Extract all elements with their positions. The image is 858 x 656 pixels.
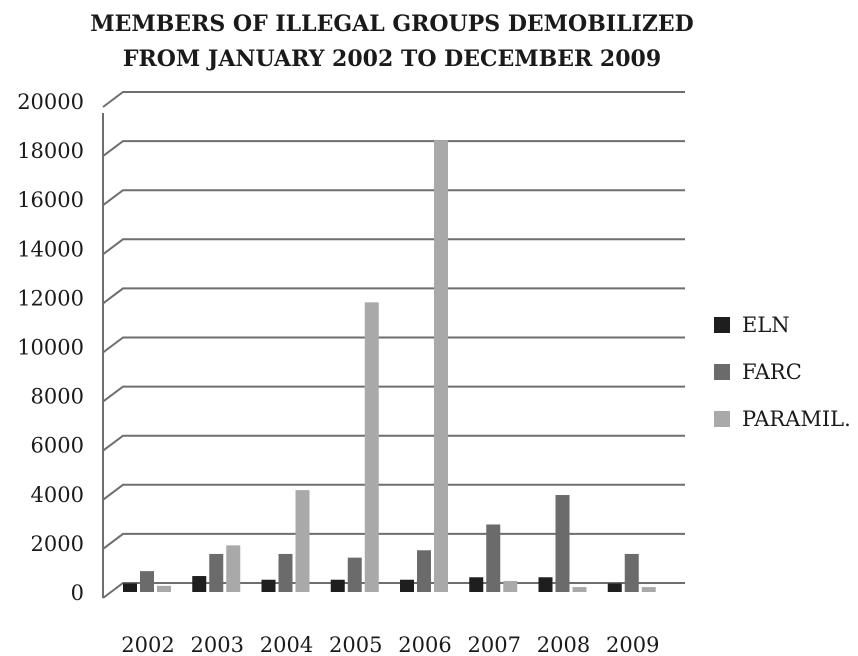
gridline-14000 bbox=[102, 238, 685, 256]
y-tick-label-0: 0 bbox=[71, 581, 84, 605]
legend: ELN FARC PARAMIL. bbox=[714, 313, 851, 431]
bar-eln-2004 bbox=[261, 579, 276, 592]
x-tick-label-2002: 2002 bbox=[121, 633, 174, 656]
gridline-16000 bbox=[102, 189, 685, 206]
gridline-2000 bbox=[102, 532, 685, 550]
x-tick-label-2005: 2005 bbox=[329, 633, 382, 656]
y-tick-label-6000: 6000 bbox=[31, 434, 84, 458]
bar-farc-2006 bbox=[417, 550, 431, 592]
y-tick-label-4000: 4000 bbox=[31, 483, 84, 507]
bar-farc-2009 bbox=[624, 553, 639, 592]
legend-label-eln: ELN bbox=[742, 313, 790, 337]
bar-farc-2005 bbox=[347, 557, 362, 592]
x-tick-label-2004: 2004 bbox=[260, 633, 313, 656]
legend-label-paramil: PARAMIL. bbox=[742, 407, 851, 431]
x-axis-tick-labels: 2002 2003 2004 2005 2006 2007 2008 2009 bbox=[121, 633, 659, 656]
bar-eln-2009 bbox=[607, 583, 622, 592]
gridline-12000 bbox=[102, 287, 685, 305]
bar-eln-2002 bbox=[123, 583, 137, 592]
y-tick-label-14000: 14000 bbox=[17, 237, 84, 261]
chart-title-line-2: FROM JANUARY 2002 TO DECEMBER 2009 bbox=[123, 46, 661, 72]
bar-eln-2006 bbox=[400, 579, 414, 592]
x-tick-label-2008: 2008 bbox=[537, 633, 590, 656]
bar-paramil-2006 bbox=[434, 140, 448, 592]
bar-farc-2007 bbox=[486, 524, 501, 592]
gridline-4000 bbox=[102, 483, 685, 501]
bar-paramil-2008 bbox=[572, 587, 587, 592]
chart-title-line-1: MEMBERS OF ILLEGAL GROUPS DEMOBILIZED bbox=[90, 11, 694, 37]
bar-eln-2008 bbox=[538, 577, 553, 592]
gridlines bbox=[102, 91, 685, 599]
bar-farc-2008 bbox=[555, 495, 570, 592]
bar-eln-2005 bbox=[330, 579, 345, 592]
gridline-20000 bbox=[102, 91, 685, 108]
bar-paramil-2005 bbox=[364, 302, 379, 592]
bars bbox=[123, 140, 656, 592]
gridline-0 bbox=[102, 582, 685, 599]
bar-eln-2007 bbox=[469, 577, 484, 592]
y-tick-label-2000: 2000 bbox=[31, 532, 84, 556]
x-tick-label-2007: 2007 bbox=[468, 633, 521, 656]
gridline-18000 bbox=[102, 140, 685, 157]
gridline-10000 bbox=[102, 336, 685, 354]
bar-eln-2003 bbox=[192, 576, 207, 592]
legend-swatch-paramil bbox=[714, 411, 730, 427]
legend-swatch-eln bbox=[714, 317, 730, 333]
y-tick-label-8000: 8000 bbox=[31, 385, 84, 409]
x-tick-label-2009: 2009 bbox=[606, 633, 659, 656]
gridline-6000 bbox=[102, 434, 685, 452]
legend-swatch-farc bbox=[714, 364, 730, 380]
x-tick-label-2006: 2006 bbox=[398, 633, 451, 656]
y-axis-tick-labels: 0 2000 4000 6000 8000 10000 12000 14000 16000 180… bbox=[17, 90, 84, 605]
legend-label-farc: FARC bbox=[742, 360, 802, 384]
gridline-8000 bbox=[102, 385, 685, 403]
bar-farc-2002 bbox=[140, 571, 154, 592]
bar-farc-2004 bbox=[278, 553, 293, 592]
y-tick-label-10000: 10000 bbox=[17, 336, 84, 360]
bar-paramil-2004 bbox=[295, 490, 310, 592]
y-tick-label-12000: 12000 bbox=[17, 286, 84, 310]
bar-paramil-2007 bbox=[503, 580, 518, 592]
y-tick-label-18000: 18000 bbox=[17, 139, 84, 163]
bar-farc-2003 bbox=[209, 553, 224, 592]
bar-paramil-2009 bbox=[641, 587, 656, 592]
bar-paramil-2002 bbox=[157, 585, 171, 592]
bar-paramil-2003 bbox=[226, 545, 241, 592]
y-tick-label-20000: 20000 bbox=[17, 90, 84, 114]
x-tick-label-2003: 2003 bbox=[191, 633, 244, 656]
y-tick-label-16000: 16000 bbox=[17, 188, 84, 212]
